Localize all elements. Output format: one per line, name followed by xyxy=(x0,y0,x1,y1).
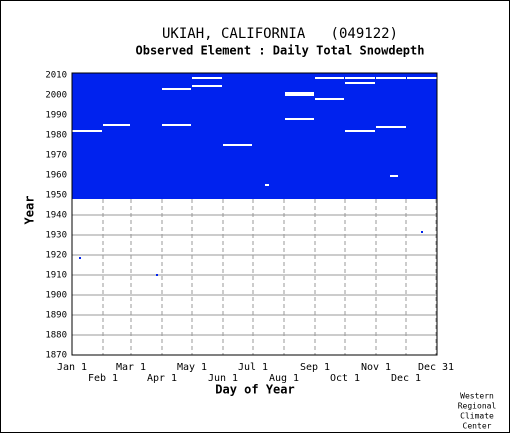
missing-data xyxy=(265,184,269,186)
y-tick-label: 1980 xyxy=(45,131,67,141)
missing-data xyxy=(223,144,252,146)
x-tick-label: Sep 1 xyxy=(300,362,330,373)
x-tick-label: Feb 1 xyxy=(88,373,118,384)
missing-data xyxy=(345,130,375,132)
x-tick-label: Nov 1 xyxy=(361,362,391,373)
y-tick-label: 1930 xyxy=(45,231,67,241)
x-tick-label: Jan 1 xyxy=(57,362,87,373)
missing-data xyxy=(376,77,406,79)
y-tick-label: 1940 xyxy=(45,211,67,221)
x-tick-label: Dec 31 xyxy=(418,362,454,373)
missing-data xyxy=(345,82,375,84)
missing-data xyxy=(162,124,191,126)
x-tick-label: May 1 xyxy=(177,362,207,373)
y-axis-label: Year xyxy=(23,196,37,225)
data-point xyxy=(79,257,81,259)
x-tick-label: Aug 1 xyxy=(269,373,299,384)
y-tick-label: 1960 xyxy=(45,171,67,181)
y-tick-label: 1870 xyxy=(45,351,67,361)
chart-subtitle: Observed Element : Daily Total Snowdepth xyxy=(136,44,425,58)
missing-data xyxy=(390,175,398,177)
missing-data xyxy=(315,77,344,79)
data-point xyxy=(156,274,158,276)
credit: Climate xyxy=(460,412,494,421)
missing-data xyxy=(72,130,102,132)
credit: Western xyxy=(460,392,494,401)
x-tick-label: Jun 1 xyxy=(208,373,238,384)
plot-border xyxy=(71,72,438,356)
y-tick-label: 1950 xyxy=(45,191,67,201)
x-tick-label: Dec 1 xyxy=(391,373,421,384)
data-coverage xyxy=(72,73,437,199)
y-tick-label: 1910 xyxy=(45,271,67,281)
missing-data xyxy=(376,126,406,128)
y-tick-label: 1970 xyxy=(45,151,67,161)
missing-data xyxy=(162,88,191,90)
y-tick-label: 1920 xyxy=(45,251,67,261)
missing-data xyxy=(192,85,222,87)
missing-data xyxy=(103,124,130,126)
y-tick-label: 1900 xyxy=(45,291,67,301)
data-point xyxy=(421,231,423,233)
y-tick-label: 1990 xyxy=(45,111,67,121)
x-tick-label: Apr 1 xyxy=(147,373,177,384)
x-tick-label: Oct 1 xyxy=(330,373,360,384)
x-tick-label: Mar 1 xyxy=(116,362,146,373)
missing-data xyxy=(285,118,314,120)
x-axis-label: Day of Year xyxy=(215,383,294,397)
x-tick-label: Jul 1 xyxy=(238,362,268,373)
missing-data xyxy=(285,92,314,94)
credit: Center xyxy=(463,422,492,431)
missing-data xyxy=(192,77,222,79)
credit: Regional xyxy=(458,402,497,411)
y-tick-label: 1890 xyxy=(45,311,67,321)
missing-data xyxy=(345,77,375,79)
missing-data xyxy=(315,98,344,100)
missing-data xyxy=(285,94,314,96)
y-tick-label: 2000 xyxy=(45,91,67,101)
y-tick-label: 1880 xyxy=(45,331,67,341)
missing-data xyxy=(407,77,437,79)
chart-title: UKIAH, CALIFORNIA (049122) xyxy=(162,26,398,42)
y-tick-label: 2010 xyxy=(45,71,67,81)
